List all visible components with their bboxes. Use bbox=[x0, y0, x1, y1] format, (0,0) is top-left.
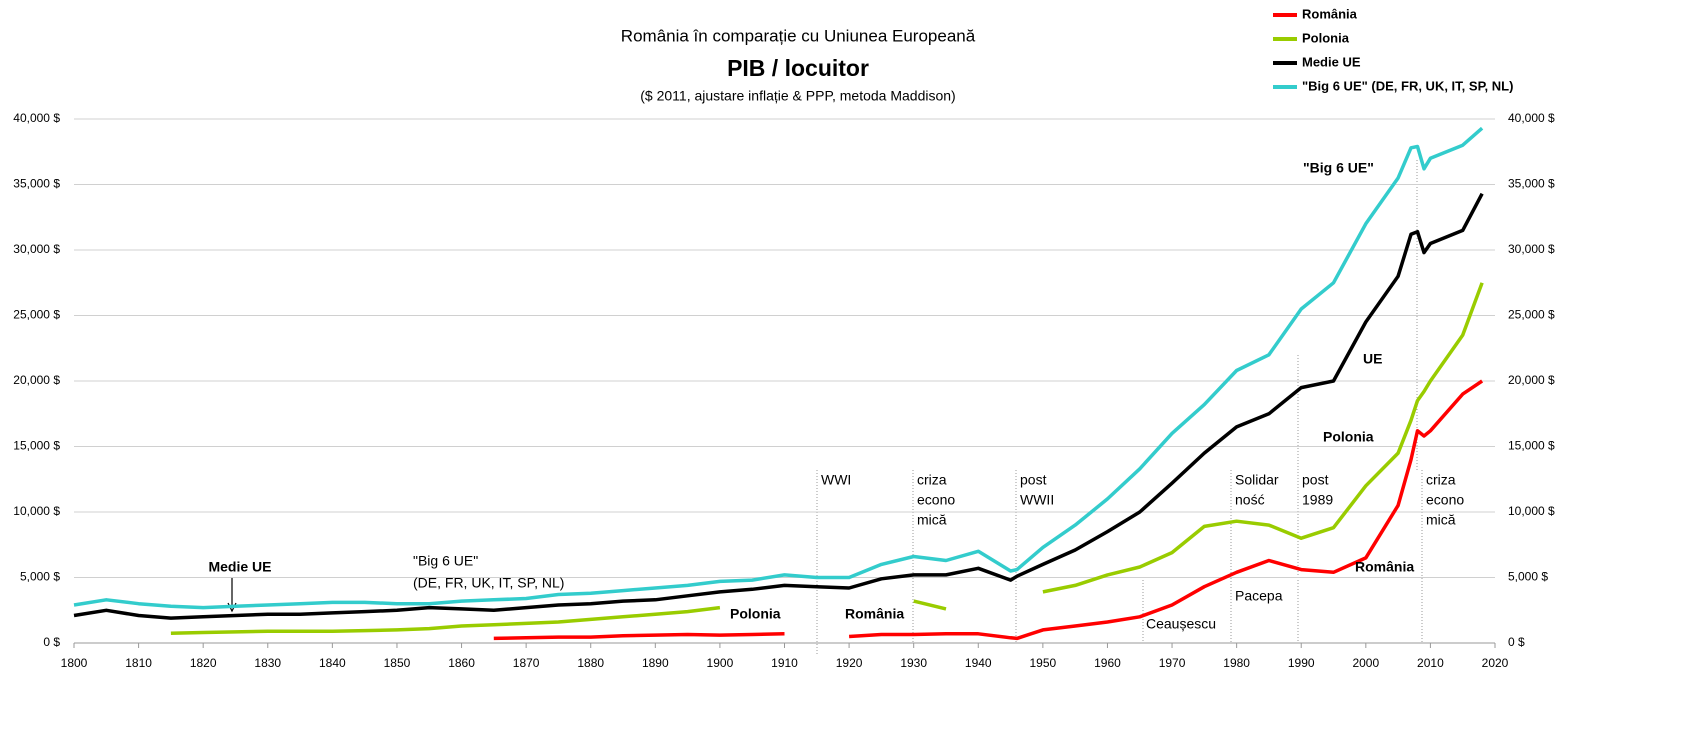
series-line bbox=[73, 192, 1484, 620]
legend-label: România bbox=[1302, 6, 1358, 21]
annotation: "Big 6 UE" bbox=[413, 553, 478, 569]
series-line bbox=[493, 379, 1484, 641]
x-tick-label: 2020 bbox=[1482, 656, 1509, 670]
annotation: "Big 6 UE" bbox=[1303, 160, 1374, 176]
legend-label: Medie UE bbox=[1302, 54, 1361, 69]
x-tick-label: 1920 bbox=[836, 656, 863, 670]
y-tick-label: 30,000 $ bbox=[13, 242, 60, 256]
event-lines bbox=[816, 160, 1423, 655]
y2-tick-label: 40,000 $ bbox=[1508, 111, 1555, 125]
x-tick-label: 1870 bbox=[513, 656, 540, 670]
annotation: Medie UE bbox=[208, 559, 271, 575]
x-tick-label: 1810 bbox=[125, 656, 152, 670]
series-line bbox=[73, 126, 1484, 610]
x-tick-label: 1970 bbox=[1159, 656, 1186, 670]
x-tick-label: 1880 bbox=[577, 656, 604, 670]
chart-subtitle-main: PIB / locuitor bbox=[727, 55, 869, 81]
x-tick-label: 1860 bbox=[448, 656, 475, 670]
annotation: Polonia bbox=[1323, 429, 1374, 445]
y-tick-label: 0 $ bbox=[43, 635, 60, 649]
chart-title: România în comparație cu Uniunea Europea… bbox=[621, 26, 976, 45]
annotation: ność bbox=[1235, 492, 1265, 508]
y2-tick-label: 5,000 $ bbox=[1508, 570, 1548, 584]
annotation: Solidar bbox=[1235, 472, 1279, 488]
annotation: criza bbox=[1426, 472, 1456, 488]
annotation: econo bbox=[917, 492, 955, 508]
annotation: România bbox=[1355, 559, 1414, 575]
annotation: post bbox=[1020, 472, 1047, 488]
annotation: mică bbox=[917, 512, 947, 528]
annotation: criza bbox=[917, 472, 947, 488]
x-tick-label: 2010 bbox=[1417, 656, 1444, 670]
annotation: mică bbox=[1426, 512, 1456, 528]
annotation: WWII bbox=[1020, 492, 1054, 508]
x-tick-label: 1930 bbox=[900, 656, 927, 670]
x-tick-label: 1990 bbox=[1288, 656, 1315, 670]
legend-label: Polonia bbox=[1302, 30, 1350, 45]
y-tick-label: 5,000 $ bbox=[20, 570, 60, 584]
y-tick-label: 20,000 $ bbox=[13, 373, 60, 387]
x-tick-label: 1900 bbox=[707, 656, 734, 670]
y2-tick-label: 35,000 $ bbox=[1508, 177, 1555, 191]
annotation: (DE, FR, UK, IT, SP, NL) bbox=[413, 575, 564, 591]
x-tick-label: 2000 bbox=[1352, 656, 1379, 670]
x-tick-label: 1890 bbox=[642, 656, 669, 670]
x-tick-label: 1980 bbox=[1223, 656, 1250, 670]
y-tick-label: 10,000 $ bbox=[13, 504, 60, 518]
y2-tick-label: 20,000 $ bbox=[1508, 373, 1555, 387]
y2-tick-label: 25,000 $ bbox=[1508, 308, 1555, 322]
x-tick-label: 1850 bbox=[384, 656, 411, 670]
annotation: Pacepa bbox=[1235, 588, 1283, 604]
annotation: Ceaușescu bbox=[1146, 616, 1216, 632]
y2-tick-label: 15,000 $ bbox=[1508, 439, 1555, 453]
annotation: România bbox=[845, 606, 904, 622]
y2-tick-label: 30,000 $ bbox=[1508, 242, 1555, 256]
x-tick-label: 1910 bbox=[771, 656, 798, 670]
y2-tick-label: 10,000 $ bbox=[1508, 504, 1555, 518]
x-tick-label: 1940 bbox=[965, 656, 992, 670]
chart-subtitle: ($ 2011, ajustare inflație & PPP, metoda… bbox=[640, 88, 955, 104]
annotation: 1989 bbox=[1302, 492, 1333, 508]
x-tick-label: 1840 bbox=[319, 656, 346, 670]
legend-label: "Big 6 UE" (DE, FR, UK, IT, SP, NL) bbox=[1302, 78, 1513, 93]
y-tick-label: 40,000 $ bbox=[13, 111, 60, 125]
x-tick-label: 1960 bbox=[1094, 656, 1121, 670]
annotation: Polonia bbox=[730, 606, 781, 622]
x-tick-label: 1950 bbox=[1030, 656, 1057, 670]
y2-tick-label: 0 $ bbox=[1508, 635, 1525, 649]
annotation: UE bbox=[1363, 351, 1382, 367]
annotation: post bbox=[1302, 472, 1329, 488]
x-tick-label: 1830 bbox=[254, 656, 281, 670]
y-tick-label: 35,000 $ bbox=[13, 177, 60, 191]
y-tick-label: 25,000 $ bbox=[13, 308, 60, 322]
series-line bbox=[170, 282, 1484, 635]
annotation: econo bbox=[1426, 492, 1464, 508]
x-tick-label: 1820 bbox=[190, 656, 217, 670]
y-tick-label: 15,000 $ bbox=[13, 439, 60, 453]
x-tick-label: 1800 bbox=[61, 656, 88, 670]
annotation: WWI bbox=[821, 472, 851, 488]
